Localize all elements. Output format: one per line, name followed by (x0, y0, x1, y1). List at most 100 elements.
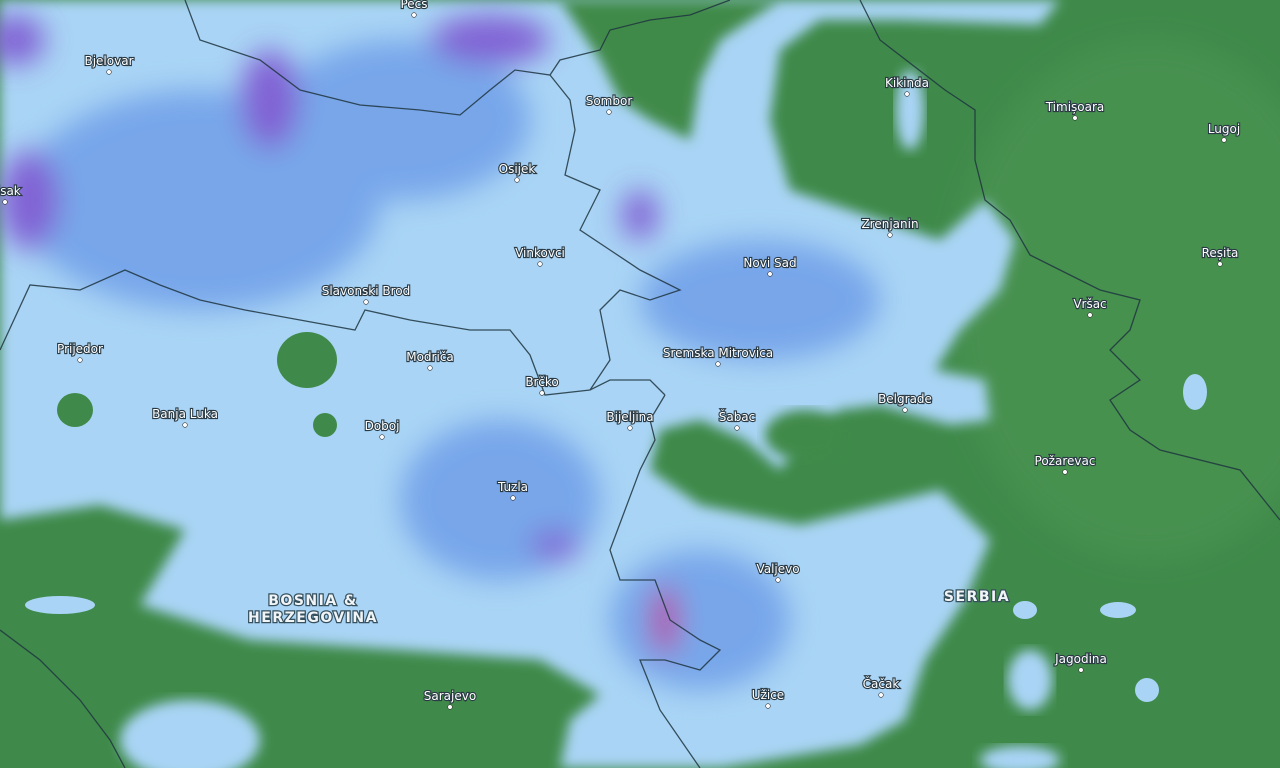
city-dot (775, 577, 781, 583)
city-name: Belgrade (878, 392, 932, 406)
city-marker[interactable]: Šabac (718, 408, 756, 431)
city-name: Reșita (1202, 246, 1239, 260)
city-marker[interactable]: Jagodina (1053, 651, 1108, 673)
city-name: Bjelovar (84, 54, 133, 68)
city-dot (510, 495, 516, 501)
city-name: Novi Sad (743, 256, 796, 270)
country-label-bosnia-line2: HERZEGOVINA (248, 610, 378, 626)
city-dot (537, 261, 543, 267)
city-dot (1062, 469, 1068, 475)
city-dot (887, 232, 893, 238)
city-dot (767, 271, 773, 277)
precipitation-layer (0, 0, 1207, 768)
city-name: Sremska Mitrovica (663, 346, 773, 360)
city-name: Modriča (406, 350, 454, 364)
city-dot (1221, 137, 1227, 143)
city-name: Tuzla (497, 480, 528, 494)
border-bosnia-serbia (609, 394, 722, 768)
city-marker[interactable]: Sremska Mitrovica (662, 345, 774, 367)
city-marker[interactable]: Modriča (405, 349, 455, 371)
border-bosnia-montenegro (0, 629, 126, 768)
city-dot (77, 357, 83, 363)
city-marker[interactable]: Reșita (1200, 245, 1240, 267)
city-name: Prijedor (57, 342, 103, 356)
city-marker[interactable]: Slavonski Brod (321, 283, 411, 305)
city-dot (1078, 667, 1084, 673)
city-dot (1217, 261, 1223, 267)
city-dot (765, 703, 771, 709)
city-name: Slavonski Brod (322, 284, 411, 298)
city-name: Vršac (1073, 297, 1106, 311)
city-marker[interactable]: Pécs (399, 0, 429, 18)
city-name: Valjevo (756, 562, 799, 576)
city-name: Bijeljina (606, 410, 653, 424)
city-name: Jagodina (1054, 652, 1107, 666)
city-dot (379, 434, 385, 440)
city-labels: Pécs Bjelovar Sombor Kikinda Timișoara Lugoj O… (0, 0, 1241, 710)
city-marker[interactable]: Vinkovci (514, 245, 566, 267)
city-name: Sisak (0, 184, 21, 198)
city-marker[interactable]: Novi Sad (742, 255, 798, 277)
country-label-serbia: SERBIA (944, 589, 1010, 605)
city-dot (514, 177, 520, 183)
city-dot (902, 407, 908, 413)
city-marker[interactable]: Doboj (363, 418, 401, 440)
city-marker[interactable]: Tuzla (496, 479, 529, 501)
city-marker[interactable]: Bjelovar (83, 53, 135, 75)
country-label-bosnia-line1: BOSNIA & (268, 593, 358, 609)
city-dot (715, 361, 721, 367)
city-name: Doboj (365, 419, 400, 433)
city-dot (427, 365, 433, 371)
land-shading (950, 40, 1280, 560)
city-marker[interactable]: Bijeljina (605, 409, 655, 431)
city-marker[interactable]: Sarajevo (423, 688, 477, 710)
city-marker[interactable]: Brčko (524, 374, 560, 396)
city-dot (106, 69, 112, 75)
city-dot (878, 692, 884, 698)
city-name: Užice (752, 688, 784, 702)
city-name: Osijek (499, 162, 536, 176)
city-marker[interactable]: Osijek (498, 161, 536, 183)
city-dot (411, 12, 417, 18)
city-name: Lugoj (1208, 122, 1240, 136)
city-marker[interactable]: Čačak (862, 675, 900, 698)
city-name: Vinkovci (515, 246, 565, 260)
city-marker[interactable]: Timișoara (1044, 99, 1105, 121)
city-name: Sombor (586, 94, 633, 108)
city-dot (606, 109, 612, 115)
city-dot (2, 199, 8, 205)
city-dot (363, 299, 369, 305)
city-name: Pécs (400, 0, 427, 11)
city-marker[interactable]: Prijedor (56, 341, 104, 363)
city-name: Sarajevo (424, 689, 476, 703)
country-labels: BOSNIA & HERZEGOVINA SERBIA (247, 588, 1010, 628)
city-dot (904, 91, 910, 97)
city-marker[interactable]: Kikinda (884, 75, 930, 97)
city-marker[interactable]: Vršac (1072, 296, 1108, 318)
city-dot (1087, 312, 1093, 318)
city-marker[interactable]: Sombor (585, 93, 633, 115)
city-marker[interactable]: Sisak (0, 183, 22, 205)
city-marker[interactable]: Banja Luka (151, 406, 219, 428)
city-name: Brčko (525, 375, 558, 389)
city-dot (539, 390, 545, 396)
city-dot (627, 425, 633, 431)
city-dot (734, 425, 740, 431)
city-name: Šabac (719, 409, 756, 424)
border-serbia-romania (859, 0, 1280, 521)
border-croatia-serbia (549, 74, 682, 391)
city-dot (182, 422, 188, 428)
city-marker[interactable]: Valjevo (755, 561, 801, 583)
city-name: Timișoara (1045, 100, 1105, 114)
city-marker[interactable]: Lugoj (1207, 121, 1241, 143)
city-marker[interactable]: Zrenjanin (860, 216, 920, 238)
city-marker[interactable]: Užice (751, 687, 785, 709)
city-dot (447, 704, 453, 710)
city-name: Banja Luka (152, 407, 218, 421)
city-marker[interactable]: Belgrade (877, 391, 933, 413)
city-marker[interactable]: Požarevac (1033, 453, 1097, 475)
border-hungary-croatia (184, 0, 731, 116)
